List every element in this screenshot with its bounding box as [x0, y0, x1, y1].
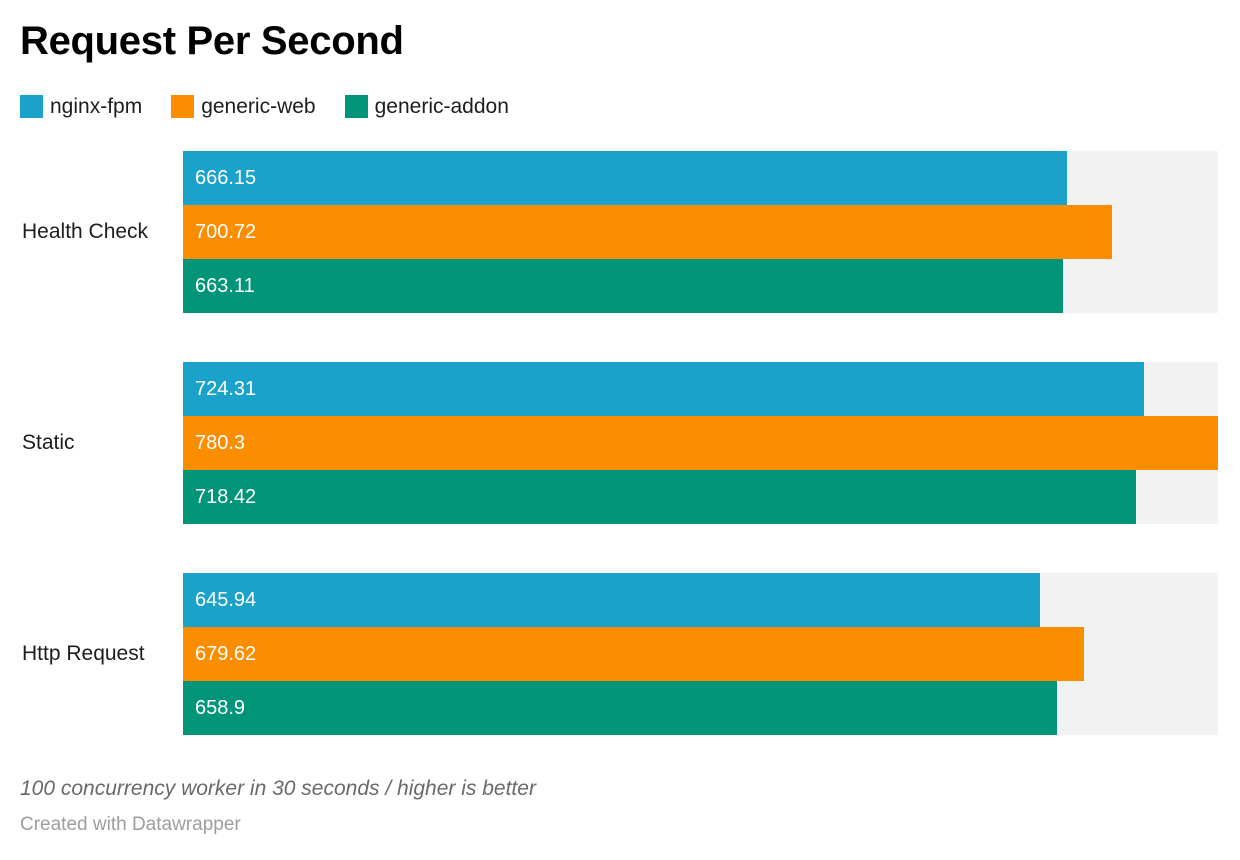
- bar-track: 658.9: [183, 681, 1218, 735]
- bar-track: 780.3: [183, 416, 1218, 470]
- chart-title: Request Per Second: [20, 19, 404, 63]
- bar-group-http-request: Http Request 645.94 679.62 658.9: [0, 573, 1240, 735]
- legend-swatch-nginx-fpm: [20, 95, 43, 118]
- bar-value-label: 645.94: [195, 588, 257, 611]
- bar-track: 645.94: [183, 573, 1218, 627]
- bar-group-static: Static 724.31 780.3 718.42: [0, 362, 1240, 524]
- bar-generic-web: 780.3: [183, 416, 1218, 470]
- legend-item-generic-web: generic-web: [171, 94, 316, 119]
- bar-track: 663.11: [183, 259, 1218, 313]
- footer-note: 100 concurrency worker in 30 seconds / h…: [20, 777, 536, 800]
- bar-generic-web: 700.72: [183, 205, 1113, 259]
- legend-swatch-generic-web: [171, 95, 195, 118]
- bar-plot: Health Check 666.15 700.72 663.11 Static: [0, 151, 1240, 735]
- bar-value-label: 658.9: [195, 696, 246, 719]
- bar-value-label: 724.31: [195, 377, 257, 400]
- bar-track: 724.31: [183, 362, 1218, 416]
- bar-generic-web: 679.62: [183, 627, 1085, 681]
- bar-stack: 645.94 679.62 658.9: [183, 573, 1218, 735]
- legend-label: generic-addon: [374, 94, 509, 118]
- legend-item-generic-addon: generic-addon: [344, 94, 509, 119]
- legend-swatch-generic-addon: [344, 95, 368, 118]
- bar-value-label: 663.11: [195, 274, 255, 297]
- bar-value-label: 666.15: [195, 166, 257, 189]
- bar-nginx-fpm: 666.15: [183, 151, 1067, 205]
- bar-nginx-fpm: 645.94: [183, 573, 1040, 627]
- bar-track: 700.72: [183, 205, 1218, 259]
- bar-track: 718.42: [183, 470, 1218, 524]
- category-label: Health Check: [22, 220, 149, 243]
- bar-stack: 666.15 700.72 663.11: [183, 151, 1218, 313]
- bar-value-label: 679.62: [195, 642, 257, 665]
- bar-value-label: 780.3: [195, 431, 246, 454]
- bar-group-health-check: Health Check 666.15 700.72 663.11: [0, 151, 1240, 313]
- datawrapper-credit: Created with Datawrapper: [20, 814, 241, 835]
- bar-nginx-fpm: 724.31: [183, 362, 1144, 416]
- bar-value-label: 700.72: [195, 220, 257, 243]
- bar-stack: 724.31 780.3 718.42: [183, 362, 1218, 524]
- legend-label: nginx-fpm: [50, 94, 143, 118]
- bar-generic-addon: 658.9: [183, 681, 1057, 735]
- bar-track: 666.15: [183, 151, 1218, 205]
- category-label: Static: [22, 431, 75, 454]
- bar-generic-addon: 718.42: [183, 470, 1136, 524]
- category-label: Http Request: [22, 642, 145, 665]
- legend-label: generic-web: [201, 94, 316, 118]
- bar-track: 679.62: [183, 627, 1218, 681]
- bar-generic-addon: 663.11: [183, 259, 1063, 313]
- legend: nginx-fpm generic-web generic-addon: [20, 95, 1240, 118]
- bar-value-label: 718.42: [195, 485, 257, 508]
- legend-item-nginx-fpm: nginx-fpm: [20, 95, 142, 119]
